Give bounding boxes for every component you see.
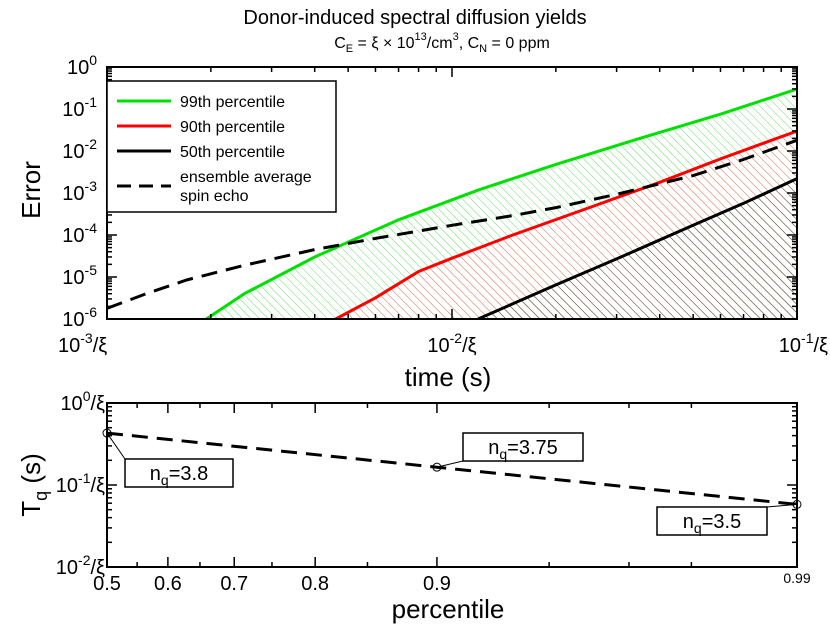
tq-point xyxy=(432,462,442,472)
chart-subtitle: CE = ξ × 1013/cm3, CN = 0 ppm xyxy=(334,31,550,55)
x-tick-label: 0.9 xyxy=(423,573,451,595)
y-tick-label: 10-6 xyxy=(62,304,97,331)
legend-box xyxy=(106,80,337,213)
y-tick-label: 10-3 xyxy=(62,178,97,205)
x-tick-label: 10-3/ξ xyxy=(58,330,107,357)
y-tick-label: 10-1/ξ xyxy=(56,470,105,497)
y-tick-label: 10-2 xyxy=(62,136,97,163)
y-tick-label: 10-4 xyxy=(62,220,97,247)
y-axis-label: Error xyxy=(16,161,46,219)
annotation-box xyxy=(462,432,584,462)
x-tick-label: 10-2/ξ xyxy=(427,330,476,357)
hatch-region-p50 xyxy=(478,178,797,319)
tq-series-line xyxy=(106,431,798,506)
x-tick-label: 0.6 xyxy=(154,573,182,595)
legend-label-ensemble-2: spin echo xyxy=(180,188,249,205)
annotation-pointer xyxy=(436,460,464,468)
y-axis-label-bottom: Tq (s) xyxy=(16,453,51,516)
x-tick-label: 0.99 xyxy=(783,570,810,586)
legend-label-p90: 90th percentile xyxy=(180,119,285,136)
annotation-box xyxy=(124,458,234,488)
legend-label-p99: 99th percentile xyxy=(180,94,285,111)
x-tick-label: 10-1/ξ xyxy=(779,330,828,357)
series-line-ensemble xyxy=(107,138,797,310)
series-line-p99 xyxy=(205,87,797,319)
legend-label-ensemble: ensemble average xyxy=(180,169,312,186)
annotation-box xyxy=(656,506,768,536)
x-axis-label: time (s) xyxy=(405,362,492,392)
x-tick-label: 0.8 xyxy=(301,573,329,595)
x-axis-label-bottom: percentile xyxy=(392,594,505,624)
y-tick-label: 100/ξ xyxy=(60,388,105,415)
annotation-label: nq=3.5 xyxy=(683,511,741,536)
annotation-label: nq=3.8 xyxy=(150,463,208,488)
chart-title: Donor-induced spectral diffusion yields xyxy=(243,7,586,29)
error-plot: 10-3/ξ 10-2/ξ 10-1/ξ 100 10-1 10-2 10-3 10-4 10… xyxy=(16,52,828,392)
annotation-pointer xyxy=(766,503,798,508)
annotation-pointer xyxy=(106,432,126,460)
tq-plot: 0.5 0.6 0.7 0.8 0.9 0.99 100/ξ 10-1/ξ 10-2/ξ nq… xyxy=(16,388,811,624)
annotation-label: nq=3.75 xyxy=(488,437,558,462)
y-tick-label: 10-1 xyxy=(62,94,97,121)
series-line-p90 xyxy=(334,129,797,319)
y-tick-label: 10-2/ξ xyxy=(56,552,105,579)
y-tick-label: 100 xyxy=(67,52,97,79)
legend: 99th percentile 90th percentile 50th per… xyxy=(106,80,337,213)
x-tick-label: 0.5 xyxy=(93,573,121,595)
x-tick-label: 0.7 xyxy=(220,573,248,595)
series-line-p50 xyxy=(477,177,797,319)
y-tick-label: 10-5 xyxy=(62,262,97,289)
legend-label-p50: 50th percentile xyxy=(180,144,285,161)
